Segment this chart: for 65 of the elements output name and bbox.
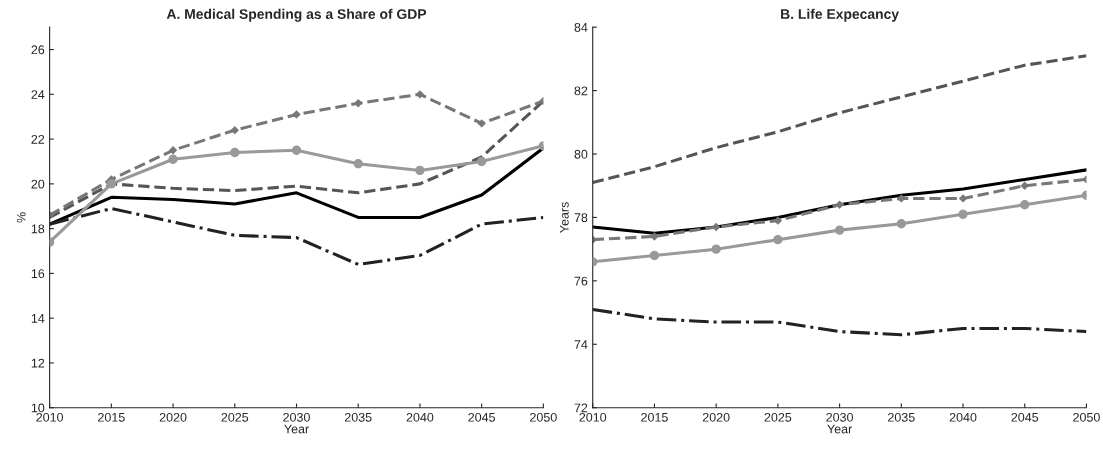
point bbox=[353, 159, 363, 169]
point bbox=[835, 200, 844, 209]
y-tick-label: 26 bbox=[31, 45, 45, 55]
y-tick-label: 14 bbox=[31, 314, 45, 323]
chart-title: A. Medical Spending as a Share of GDP bbox=[166, 8, 427, 22]
point bbox=[477, 119, 486, 128]
y-tick-label: 84 bbox=[574, 22, 588, 32]
x-tick-label: 2045 bbox=[468, 412, 496, 422]
point bbox=[959, 194, 967, 203]
x-tick-label: 2025 bbox=[221, 412, 249, 422]
x-tick-label: 2050 bbox=[530, 412, 557, 422]
y-tick-label: 22 bbox=[31, 134, 45, 144]
x-tick-label: 2030 bbox=[283, 412, 310, 422]
y-tick-label: 12 bbox=[31, 358, 45, 368]
point bbox=[773, 234, 783, 245]
y-tick-label: 20 bbox=[31, 179, 45, 189]
y-tick-label: 82 bbox=[574, 86, 588, 96]
point bbox=[476, 156, 487, 167]
y-axis-title: Years bbox=[560, 202, 569, 233]
x-tick-label: 2035 bbox=[888, 412, 915, 422]
chart-title: B. Life Expecancy bbox=[781, 8, 899, 22]
x-tick-label: 2045 bbox=[1011, 412, 1039, 422]
point bbox=[168, 154, 178, 164]
x-tick-label: 2040 bbox=[949, 412, 977, 422]
point bbox=[649, 250, 660, 261]
y-tick-label: 72 bbox=[574, 403, 588, 413]
line-series bbox=[592, 54, 1087, 185]
point bbox=[230, 126, 239, 135]
point bbox=[712, 223, 721, 231]
point bbox=[1020, 181, 1029, 190]
x-tick-label: 2015 bbox=[98, 412, 125, 422]
y-tick-label: 18 bbox=[31, 224, 45, 234]
y-tick-label: 74 bbox=[574, 340, 588, 349]
x-tick-label: 2050 bbox=[1073, 412, 1100, 422]
x-tick-label: 2010 bbox=[579, 412, 607, 422]
point bbox=[230, 147, 240, 158]
x-tick-label: 2010 bbox=[36, 412, 64, 422]
y-tick-label: 80 bbox=[574, 149, 588, 159]
y-axis-title: % bbox=[16, 212, 26, 223]
point bbox=[291, 145, 302, 155]
point bbox=[1020, 200, 1030, 210]
y-tick-label: 10 bbox=[31, 403, 45, 413]
point bbox=[896, 219, 906, 229]
y-tick-label: 76 bbox=[574, 276, 588, 286]
point bbox=[292, 110, 301, 119]
x-tick-label: 2035 bbox=[344, 412, 372, 422]
point bbox=[354, 99, 363, 108]
x-axis-title: Year bbox=[284, 424, 309, 434]
x-tick-label: 2025 bbox=[764, 412, 792, 422]
point bbox=[415, 165, 425, 176]
x-tick-label: 2020 bbox=[702, 412, 730, 422]
point bbox=[106, 179, 117, 189]
point bbox=[834, 225, 845, 235]
point bbox=[169, 146, 178, 155]
y-tick-label: 78 bbox=[574, 213, 588, 223]
x-tick-label: 2015 bbox=[641, 412, 668, 422]
y-tick-label: 16 bbox=[31, 269, 45, 279]
x-tick-label: 2020 bbox=[159, 412, 187, 422]
point bbox=[958, 209, 968, 219]
x-tick-label: 2040 bbox=[406, 412, 434, 422]
y-tick-label: 24 bbox=[31, 90, 45, 99]
x-axis-title: Year bbox=[827, 424, 853, 434]
point bbox=[415, 90, 424, 99]
x-tick-label: 2030 bbox=[826, 412, 854, 422]
point bbox=[711, 244, 721, 254]
